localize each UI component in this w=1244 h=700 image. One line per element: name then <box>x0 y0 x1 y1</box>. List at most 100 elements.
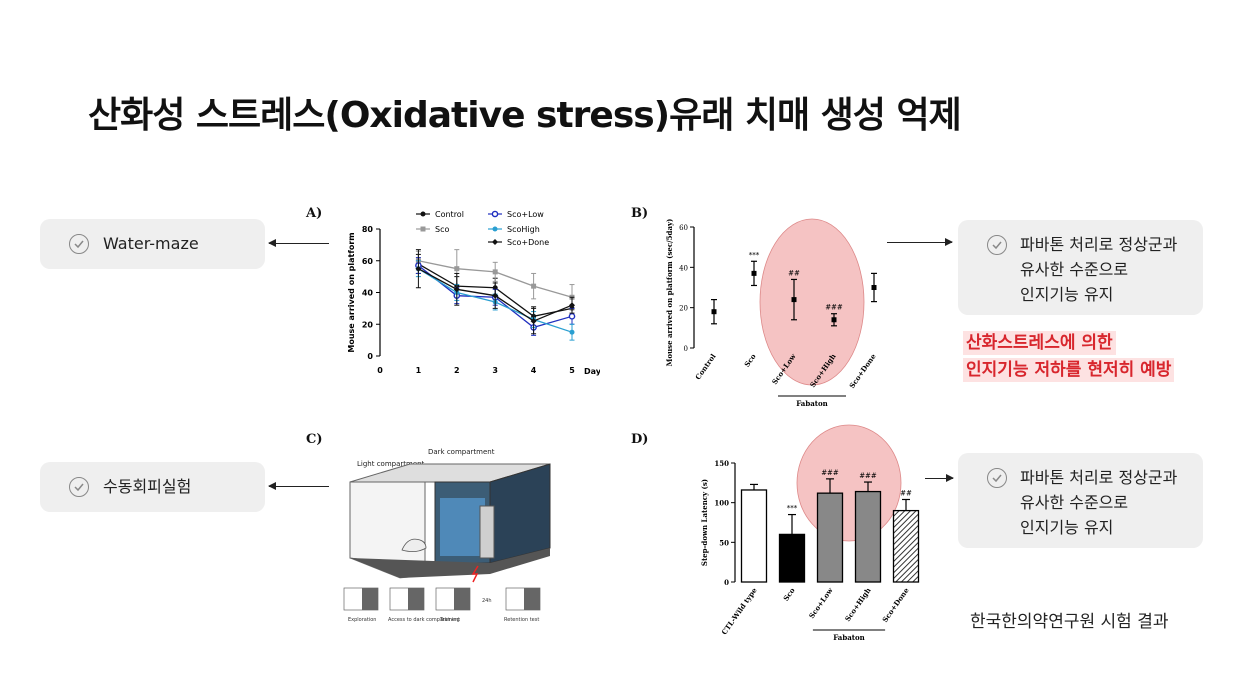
passive-avoidance-diagram: Light compartment Dark compartment Explo… <box>343 448 551 623</box>
data-point <box>711 309 717 315</box>
data-point <box>831 317 837 323</box>
y-tick-label: 60 <box>362 257 374 266</box>
legend-marker <box>491 210 499 218</box>
result-line: 파바톤 처리로 정상군과 <box>1020 235 1178 254</box>
data-point <box>492 269 498 275</box>
significance-label: ## <box>900 489 912 497</box>
shock-icon <box>471 565 479 583</box>
x-tick-label: Control <box>693 352 718 382</box>
source-note: 한국한의약연구원 시험 결과 <box>970 612 1169 632</box>
y-tick-label: 0 <box>684 345 688 353</box>
result-line: 파바톤 처리로 정상군과 <box>1020 468 1178 487</box>
significance-label: *** <box>787 505 798 513</box>
passive-avoidance-label: 수동회피실험 <box>103 477 192 496</box>
y-tick-label: 0 <box>367 352 373 361</box>
y-tick-label: 80 <box>362 225 374 234</box>
x-axis-label: Day <box>584 367 600 376</box>
data-point <box>569 329 575 335</box>
bar <box>778 533 806 583</box>
significance-label: ### <box>825 304 843 312</box>
significance-label: ### <box>821 469 839 477</box>
significance-label: *** <box>749 251 760 259</box>
water-maze-box: Water-maze <box>40 219 265 269</box>
y-axis-label: Mouse arrived on platform (sec/5day) <box>665 219 674 367</box>
data-point <box>453 286 460 293</box>
x-tick-label: Sco+High <box>843 586 873 623</box>
data-point <box>492 292 499 299</box>
panel-label-b: B) <box>631 206 649 221</box>
legend-label: Sco+Done <box>507 238 549 247</box>
x-tick-label: CTL-Wild type <box>720 586 759 637</box>
legend-label: Control <box>435 210 464 219</box>
x-tick-label: 4 <box>531 366 537 375</box>
group-label: Fabaton <box>796 399 828 408</box>
step-box-dark <box>362 588 378 610</box>
result-box-bottom: 파바톤 처리로 정상군과 유사한 수준으로 인지기능 유지 <box>958 453 1203 548</box>
legend-label: Sco+Low <box>507 210 544 219</box>
light-compartment-label: Light compartment <box>357 460 425 468</box>
y-tick-label: 0 <box>724 578 729 587</box>
panel-label-d: D) <box>631 432 649 447</box>
step-label: Exploration <box>348 617 376 623</box>
x-tick-label: Sco <box>781 586 797 603</box>
data-point <box>569 302 575 309</box>
dark-compartment-label: Dark compartment <box>428 448 495 456</box>
group-label: Fabaton <box>833 633 865 642</box>
platform-dot-chart: 0 20 40 60 Mouse arrived on platform (sec/5d… <box>665 218 878 408</box>
x-tick-label: 1 <box>416 366 422 375</box>
y-tick-label: 50 <box>719 538 729 547</box>
legend-marker <box>420 211 426 217</box>
result-line: 유사한 수준으로 <box>1020 493 1129 512</box>
water-maze-label: Water-maze <box>103 234 199 253</box>
y-axis-label: Mouse arrived on platform <box>347 232 356 352</box>
dark-compartment-side <box>489 463 551 564</box>
data-point <box>531 283 537 289</box>
door <box>479 505 495 559</box>
data-point <box>568 313 576 320</box>
page-title: 산화성 스트레스(Oxidative stress)유래 치매 생성 억제 <box>88 95 962 136</box>
y-tick-label: 60 <box>679 224 688 232</box>
legend-label: Sco <box>435 225 449 234</box>
bar <box>740 489 768 583</box>
bar <box>892 509 920 583</box>
step-label: 24h <box>482 598 492 604</box>
arrow-right <box>887 238 953 246</box>
x-tick-label: Sco+Done <box>847 352 878 390</box>
bar <box>816 492 844 583</box>
legend-marker <box>420 226 426 232</box>
result-box-top: 파바톤 처리로 정상군과 유사한 수준으로 인지기능 유지 <box>958 220 1203 315</box>
result-line: 인지기능 유지 <box>1020 285 1114 304</box>
y-tick-label: 100 <box>714 499 729 508</box>
mouse-icon <box>401 538 427 552</box>
arrow-left <box>268 239 329 247</box>
data-point <box>415 265 422 272</box>
bar <box>854 490 882 583</box>
arrow-left <box>268 482 329 490</box>
y-tick-label: 20 <box>679 305 688 313</box>
legend-marker <box>492 226 498 232</box>
highlight-ellipse <box>796 424 902 542</box>
significance-label: ## <box>788 269 800 277</box>
x-tick-label: 2 <box>454 366 460 375</box>
y-tick-label: 150 <box>714 459 729 468</box>
x-tick-label: Sco+Low <box>807 585 835 620</box>
x-tick-label: Sco <box>742 352 758 369</box>
x-tick-label: 5 <box>569 366 575 375</box>
box-front-base <box>350 548 550 578</box>
result-line: 인지기능 유지 <box>1020 518 1114 537</box>
x-tick-label: 3 <box>492 366 498 375</box>
step-box-dark <box>454 588 470 610</box>
data-point <box>454 266 460 272</box>
x-tick-label: Sco+Done <box>880 586 911 624</box>
data-point <box>791 297 797 303</box>
check-circle-icon <box>987 235 1007 255</box>
highlight-line: 인지기능 저하를 현저히 예방 <box>963 358 1175 382</box>
check-circle-icon <box>69 477 89 497</box>
step-down-bar-chart: 0 50 100 150 Step-down Latency (s) CTL-Wild t… <box>700 424 920 642</box>
panel-label-a: A) <box>306 206 323 221</box>
highlight-line: 산화스트레스에 의한 <box>963 331 1116 355</box>
highlight-ellipse <box>759 218 865 386</box>
y-tick-label: 20 <box>362 320 374 329</box>
panel-label-c: C) <box>306 432 323 447</box>
step-box-dark <box>408 588 424 610</box>
